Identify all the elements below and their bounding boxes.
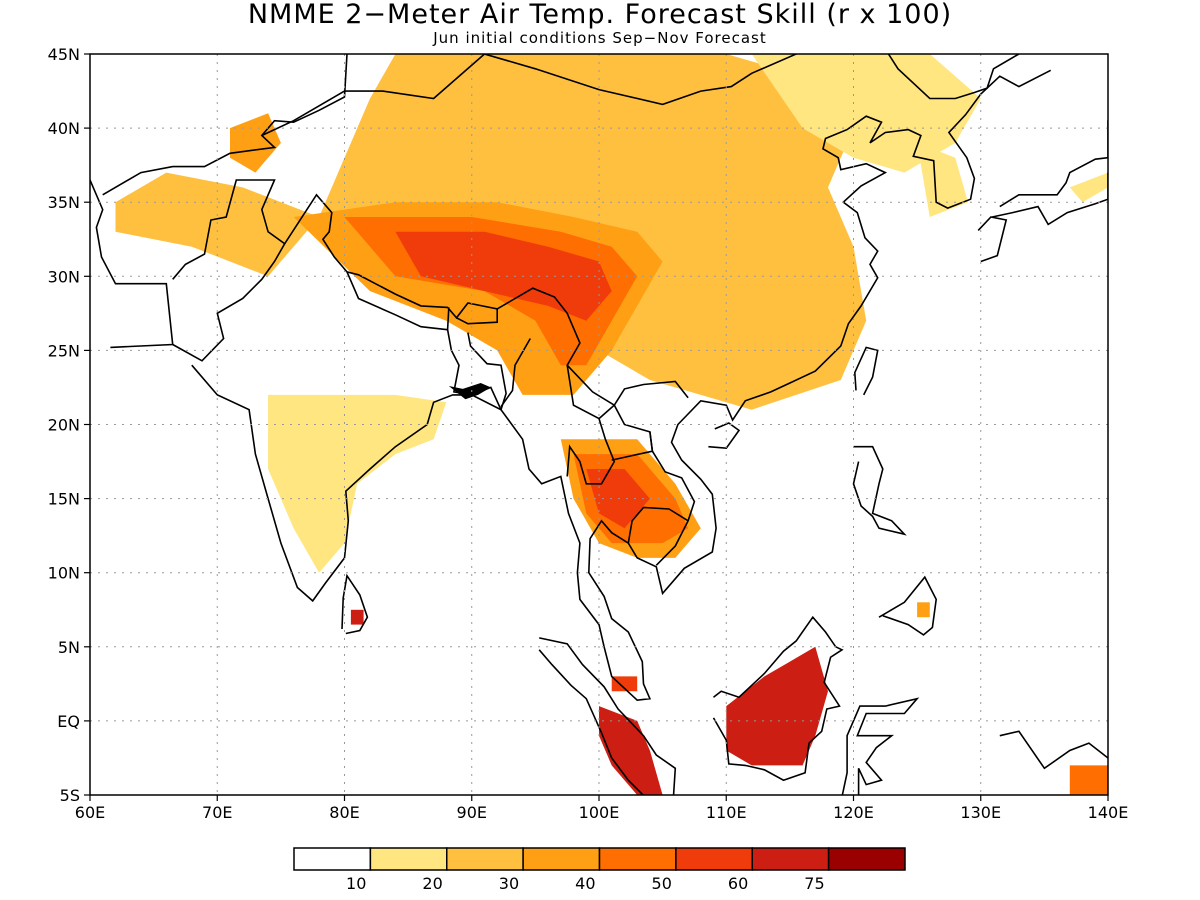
x-tick-label: 60E <box>75 803 105 822</box>
map-subtitle: Jun initial conditions Sep−Nov Forecast <box>433 29 767 47</box>
coastline-segment <box>90 179 174 349</box>
x-tick-label: 130E <box>960 803 1001 822</box>
y-tick-label: 45N <box>48 45 80 64</box>
coastline-segment <box>346 271 450 331</box>
latitude-axis: 45N 40N 35N 30N 25N 20N 15N 10N 5N EQ 5S <box>48 45 90 805</box>
skill-region <box>726 646 828 766</box>
coastline-segment <box>887 54 1020 100</box>
colorbar-swatch <box>675 847 753 871</box>
longitude-axis: 60E 70E 80E 90E 100E 110E 120E 130E 140E <box>75 795 1129 822</box>
x-tick-label: 80E <box>329 803 359 822</box>
colorbar-label: 60 <box>728 874 748 893</box>
colorbar-label: 10 <box>346 874 366 893</box>
colorbar-label: 20 <box>422 874 442 893</box>
coastline-segment <box>341 573 369 635</box>
colorbar-swatch <box>598 847 677 871</box>
colorbar-swatch <box>446 847 524 871</box>
coastline-segment <box>841 697 920 795</box>
skill-region <box>395 231 612 321</box>
coastline-segment <box>172 179 286 362</box>
skill-region <box>350 609 364 625</box>
skill-region <box>917 602 930 618</box>
coastline-segment <box>853 346 879 396</box>
x-tick-label: 120E <box>833 803 874 822</box>
y-tick-label: 5N <box>58 638 80 657</box>
y-tick-label: EQ <box>57 712 80 731</box>
coastline-segment <box>977 216 1008 263</box>
y-tick-label: 25N <box>48 341 80 360</box>
coastline-segment <box>566 365 616 485</box>
y-tick-label: 15N <box>48 490 80 509</box>
y-tick-label: 5S <box>60 786 80 805</box>
coastline-segment <box>446 329 507 411</box>
gridlines <box>90 54 1108 795</box>
coastline-segment <box>102 54 348 196</box>
coastline-segment <box>500 338 531 408</box>
delta-coastline <box>448 383 491 400</box>
coastline-segment <box>627 506 689 544</box>
skill-region <box>268 394 447 573</box>
colorbar-label: 40 <box>575 874 595 893</box>
coastline-segment <box>261 54 486 137</box>
skill-region <box>751 54 981 173</box>
y-tick-label: 10N <box>48 564 80 583</box>
y-tick-label: 20N <box>48 416 80 435</box>
colorbar: 10 20 30 40 50 60 75 <box>293 847 906 893</box>
colorbar-label: 50 <box>652 874 672 893</box>
colorbar-swatch <box>827 847 906 871</box>
x-tick-label: 140E <box>1088 803 1129 822</box>
coastline-segment <box>598 403 696 566</box>
skill-region <box>1069 172 1108 203</box>
colorbar-label: 75 <box>804 874 824 893</box>
coastlines <box>90 54 1108 795</box>
coastline-segment <box>712 615 844 782</box>
coastline-segment <box>999 119 1108 208</box>
coastline-segment <box>992 172 1108 226</box>
map-title: NMME 2−Meter Air Temp. Forecast Skill (r… <box>247 0 953 30</box>
coastline-segment <box>708 422 741 450</box>
x-tick-label: 110E <box>706 803 747 822</box>
coastline-segment <box>456 308 498 325</box>
skill-region <box>917 142 968 217</box>
y-tick-label: 30N <box>48 267 80 286</box>
coastline-segment <box>483 54 798 106</box>
y-tick-label: 35N <box>48 193 80 212</box>
coastline-segment <box>191 69 1052 702</box>
colorbar-swatch <box>293 847 372 871</box>
x-tick-label: 70E <box>202 803 232 822</box>
coastline-segment <box>538 637 677 795</box>
y-tick-label: 40N <box>48 119 80 138</box>
colorbar-swatch <box>369 847 448 871</box>
skill-region <box>599 706 663 795</box>
skill-region <box>1069 765 1108 795</box>
colorbar-label: 30 <box>499 874 519 893</box>
coastline-segment <box>999 730 1108 770</box>
colorbar-swatch <box>751 847 830 871</box>
coastline-segment <box>852 445 907 536</box>
x-tick-label: 100E <box>579 803 620 822</box>
coastline-segment <box>878 575 938 636</box>
skill-region <box>611 676 638 692</box>
coastline-segment <box>611 431 654 461</box>
colorbar-swatch <box>522 847 601 871</box>
x-tick-label: 90E <box>457 803 487 822</box>
